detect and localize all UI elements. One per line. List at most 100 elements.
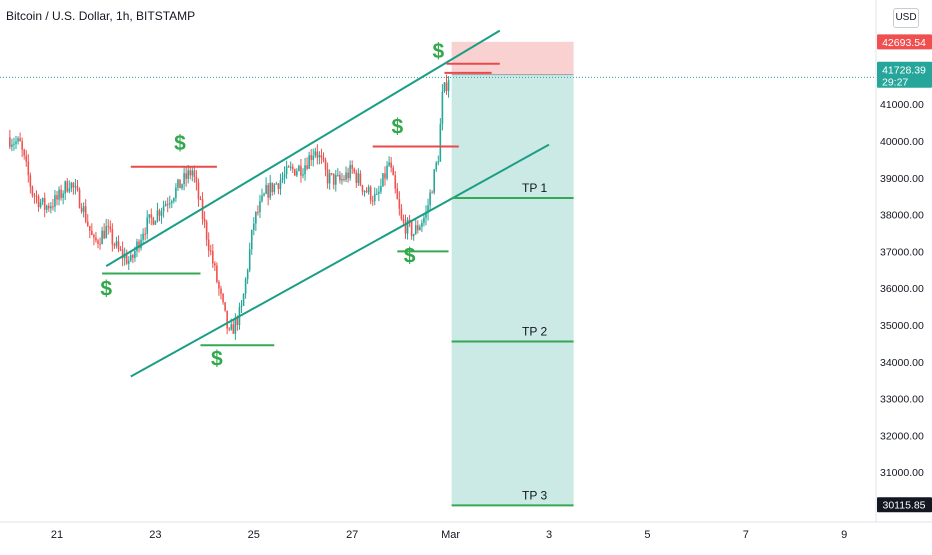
- candle-body: [48, 205, 50, 209]
- candle-body: [29, 175, 32, 187]
- candle-body: [216, 265, 218, 282]
- y-tick-label: 38000.00: [880, 210, 924, 222]
- candle-body: [417, 225, 419, 231]
- candle-body: [382, 173, 384, 187]
- candle-body: [392, 167, 394, 176]
- tp3-price-badge-bg: [877, 497, 932, 513]
- horizontal-levels: [102, 62, 500, 347]
- candle-body: [195, 176, 198, 183]
- candle-body: [212, 251, 214, 264]
- candle-body: [205, 221, 208, 240]
- candle-body: [369, 186, 372, 201]
- candle-body: [246, 270, 249, 279]
- take-profit-levels: TP 1 TP 2 TP 3: [451, 181, 574, 507]
- candle-body: [39, 202, 42, 208]
- candle-body: [52, 206, 54, 208]
- candle-body: [232, 324, 235, 334]
- y-tick-label: 39000.00: [880, 173, 924, 185]
- candle-body: [152, 217, 155, 225]
- candle-body: [371, 200, 374, 202]
- price-scale: [876, 0, 932, 550]
- y-tick-label: 37000.00: [880, 246, 924, 258]
- x-tick-label: 27: [346, 529, 358, 541]
- candle-body: [441, 91, 444, 125]
- dollar-marker: $: [391, 116, 403, 139]
- candle-body: [164, 204, 167, 207]
- candle-body: [318, 155, 321, 158]
- candle-body: [119, 249, 122, 251]
- candle-body: [80, 207, 83, 212]
- candle-body: [203, 219, 206, 222]
- candle-body: [11, 144, 13, 147]
- dollar-marker: $: [432, 40, 444, 63]
- candle-body: [265, 185, 267, 194]
- currency-button[interactable]: USD: [893, 8, 919, 28]
- candle-body: [130, 255, 132, 261]
- candle-body: [62, 193, 64, 198]
- candle-body: [291, 166, 294, 170]
- candle-body: [56, 195, 58, 200]
- candle-body: [160, 211, 163, 216]
- candle-body: [209, 250, 212, 252]
- candle-body: [423, 217, 425, 223]
- dollar-marker: $: [100, 278, 112, 301]
- candle-body: [115, 241, 118, 246]
- candle-body: [228, 328, 230, 330]
- candle-body: [132, 255, 134, 258]
- candle-body: [183, 173, 185, 185]
- current-price-badge: 41728.39: [882, 64, 926, 76]
- y-tick-label: 32000.00: [880, 430, 924, 442]
- candle-body: [177, 179, 179, 188]
- candle-body: [146, 217, 148, 234]
- candle-body: [433, 169, 435, 193]
- candle-body: [230, 324, 233, 330]
- candle-body: [378, 191, 380, 194]
- candle-body: [19, 138, 21, 142]
- candle-body: [41, 198, 44, 203]
- candle-body: [367, 186, 370, 193]
- y-tick-label: 41000.00: [880, 99, 924, 111]
- candle-body: [214, 263, 216, 266]
- candle-body: [191, 170, 194, 176]
- candle-body: [123, 254, 126, 259]
- candle-body: [181, 184, 183, 189]
- candle-body: [373, 193, 376, 202]
- candle-body: [273, 184, 276, 192]
- candle-body: [226, 310, 228, 329]
- candle-body: [89, 225, 91, 231]
- candle-body: [185, 173, 187, 179]
- candle-body: [37, 196, 40, 208]
- candle-body: [406, 219, 409, 234]
- y-tick-label: 31000.00: [880, 467, 924, 479]
- candle-body: [308, 155, 310, 169]
- candle-body: [388, 162, 390, 166]
- candle-body: [285, 166, 288, 175]
- candle-body: [349, 165, 351, 179]
- candle-body: [86, 221, 89, 226]
- candle-body: [357, 173, 360, 183]
- candle-body: [121, 249, 124, 259]
- candle-body: [443, 82, 446, 92]
- x-tick-label: 9: [841, 529, 847, 541]
- candle-body: [224, 302, 226, 311]
- x-tick-label: 3: [546, 529, 552, 541]
- candle-body: [339, 174, 341, 181]
- candle-body: [250, 229, 253, 250]
- take-profit-zone: [451, 74, 574, 505]
- candle-body: [345, 172, 347, 180]
- candle-body: [76, 186, 79, 190]
- candle-body: [300, 165, 302, 176]
- candle-body: [158, 210, 161, 216]
- candle-body: [207, 239, 210, 251]
- dollar-marker: $: [211, 347, 223, 370]
- candle-body: [74, 186, 77, 188]
- candle-body: [82, 206, 85, 212]
- candle-body: [25, 155, 28, 162]
- candle-body: [298, 165, 300, 172]
- candle-body: [70, 182, 73, 189]
- candle-body: [384, 173, 386, 179]
- candle-body: [27, 161, 30, 176]
